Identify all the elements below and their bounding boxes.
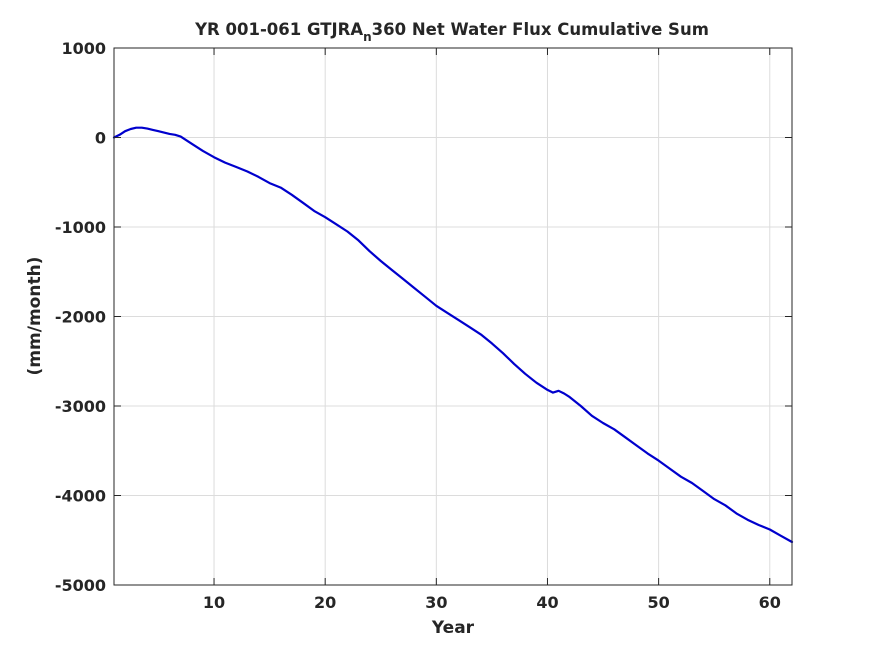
x-tick-label-2: 30 xyxy=(425,593,447,612)
y-axis-label: (mm/month) xyxy=(25,257,45,376)
y-tick-label-2: -1000 xyxy=(55,218,106,237)
y-tick-label-4: -3000 xyxy=(55,397,106,416)
series-line-0 xyxy=(112,126,794,544)
y-tick-label-6: -5000 xyxy=(55,576,106,595)
ticks-group xyxy=(114,47,792,586)
y-tick-label-1: 0 xyxy=(95,129,106,148)
y-tick-label-5: -4000 xyxy=(55,487,106,506)
y-tick-label-0: 1000 xyxy=(61,39,106,58)
chart-title-main: YR 001-061 GTJRA xyxy=(194,20,363,39)
x-tick-label-4: 50 xyxy=(647,593,669,612)
x-tick-label-0: 10 xyxy=(203,593,225,612)
x-tick-label-1: 20 xyxy=(314,593,336,612)
y-tick-label-3: -2000 xyxy=(55,308,106,327)
chart-title-rest: 360 Net Water Flux Cumulative Sum xyxy=(372,20,709,39)
chart-title-subscript: n xyxy=(363,30,372,44)
series-group xyxy=(112,126,794,544)
tick-labels-group: 10 20 30 40 50 60 1000 0 -1000 -2000 -3000 -4000 -50… xyxy=(55,39,781,612)
chart-title: YR 001-061 GTJRAn360 Net Water Flux Cumu… xyxy=(194,20,709,44)
x-tick-label-3: 40 xyxy=(536,593,558,612)
x-tick-label-5: 60 xyxy=(759,593,781,612)
x-axis-label: Year xyxy=(431,618,475,638)
